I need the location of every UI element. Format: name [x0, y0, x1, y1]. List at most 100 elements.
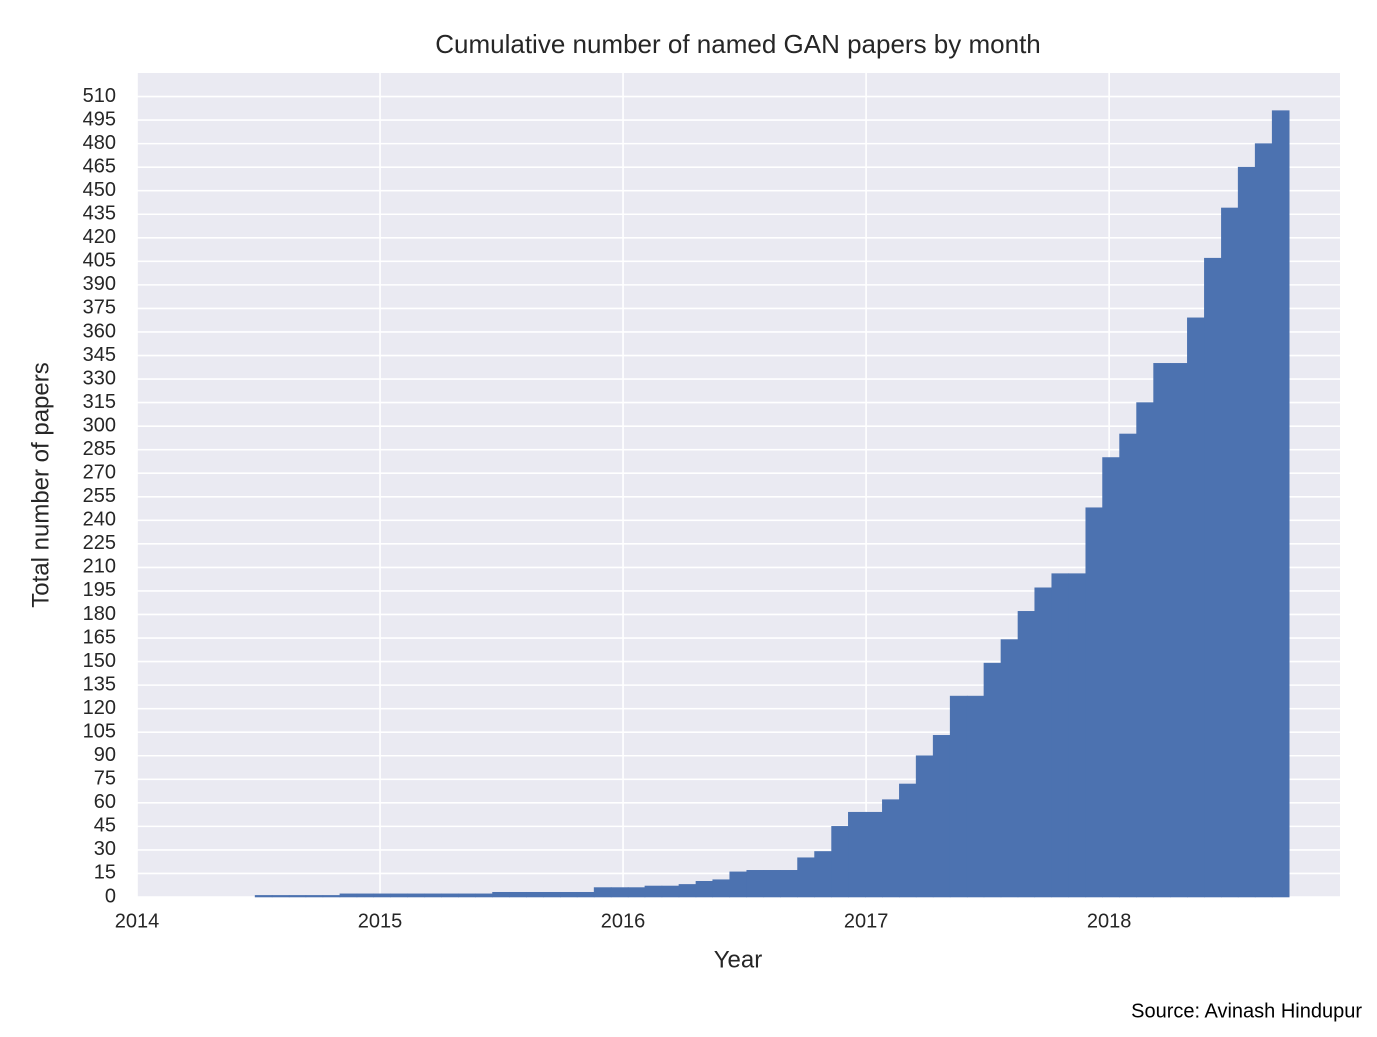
y-tick-label: 150 — [83, 650, 116, 672]
y-tick-label: 195 — [83, 579, 116, 601]
y-tick-label: 210 — [83, 556, 116, 578]
bar — [441, 893, 459, 898]
bar — [1034, 587, 1053, 898]
y-tick-label: 75 — [94, 768, 116, 790]
bar — [1237, 166, 1256, 898]
y-tick-label: 300 — [83, 414, 116, 436]
bar — [509, 891, 527, 898]
bar — [373, 893, 392, 898]
y-tick-label: 345 — [83, 344, 116, 366]
y-tick-label: 225 — [83, 532, 116, 554]
bar — [729, 871, 748, 898]
bar — [644, 885, 663, 898]
bar — [1102, 457, 1120, 898]
bar — [254, 895, 273, 898]
bar — [1085, 507, 1103, 898]
bar — [526, 891, 544, 898]
y-tick-label: 405 — [83, 250, 116, 272]
y-tick-label: 465 — [83, 155, 116, 177]
y-tick-label: 255 — [83, 485, 116, 507]
bar — [966, 695, 985, 898]
y-tick-label: 375 — [83, 297, 116, 319]
bar — [712, 879, 731, 898]
bar — [356, 893, 375, 898]
y-tick-label: 330 — [83, 367, 116, 389]
y-tick-label: 90 — [94, 744, 116, 766]
bar — [831, 826, 849, 898]
y-tick-label: 240 — [83, 509, 116, 531]
y-tick-label: 30 — [94, 838, 116, 860]
bar — [797, 857, 815, 898]
bar — [560, 891, 578, 898]
y-tick-label: 480 — [83, 132, 116, 154]
bar — [848, 811, 866, 898]
y-tick-label: 105 — [83, 720, 116, 742]
bar — [661, 885, 680, 898]
bar — [407, 893, 426, 898]
bar — [780, 870, 798, 898]
bar — [390, 893, 409, 898]
bar — [1051, 573, 1070, 898]
bar — [1187, 317, 1205, 898]
bar — [865, 811, 883, 898]
y-tick-label: 420 — [83, 226, 116, 248]
bar — [1153, 363, 1171, 898]
x-axis-label: Year — [714, 946, 763, 973]
source-note: Source: Avinash Hindupur — [1131, 1000, 1362, 1022]
y-tick-label: 165 — [83, 626, 116, 648]
chart-title: Cumulative number of named GAN papers by… — [435, 29, 1041, 59]
bar — [763, 870, 781, 898]
bar — [543, 891, 561, 898]
x-tick-label: 2016 — [601, 910, 646, 932]
y-tick-label: 510 — [83, 85, 116, 107]
x-tick-label: 2017 — [844, 910, 889, 932]
bar — [271, 895, 290, 898]
bar — [339, 893, 358, 898]
bar — [882, 799, 900, 898]
bar — [949, 695, 968, 898]
bar — [305, 895, 324, 898]
bar — [899, 783, 917, 898]
bar — [424, 893, 442, 898]
y-tick-label: 315 — [83, 391, 116, 413]
bar — [1271, 110, 1290, 898]
bar — [1221, 207, 1239, 898]
bar — [1068, 573, 1087, 898]
y-tick-label: 120 — [83, 697, 116, 719]
bar — [1170, 363, 1188, 898]
x-tick-label: 2014 — [115, 910, 160, 932]
bar — [695, 881, 714, 898]
bar — [932, 735, 951, 898]
y-tick-label: 15 — [94, 862, 116, 884]
y-tick-label: 495 — [83, 108, 116, 130]
bar — [1136, 402, 1154, 898]
bar — [814, 851, 832, 898]
bar — [322, 895, 341, 898]
bar — [610, 887, 629, 898]
bar — [458, 893, 476, 898]
y-axis-label: Total number of papers — [27, 362, 54, 607]
y-tick-label: 450 — [83, 179, 116, 201]
bar — [983, 662, 1002, 898]
bar — [288, 895, 307, 898]
bar — [1000, 639, 1019, 898]
bar — [1017, 611, 1036, 898]
y-tick-label: 360 — [83, 320, 116, 342]
bar — [1119, 433, 1137, 898]
y-tick-label: 135 — [83, 673, 116, 695]
bar — [475, 893, 493, 898]
y-tick-label: 390 — [83, 273, 116, 295]
bar — [1254, 143, 1273, 898]
x-tick-label: 2015 — [358, 910, 403, 932]
bar — [576, 891, 595, 898]
bar — [593, 887, 612, 898]
y-tick-label: 60 — [94, 791, 116, 813]
bar — [746, 870, 765, 898]
y-tick-label: 180 — [83, 603, 116, 625]
bar — [492, 891, 510, 898]
y-tick-label: 270 — [83, 462, 116, 484]
y-tick-label: 435 — [83, 203, 116, 225]
bar — [915, 755, 934, 898]
bar — [627, 887, 646, 898]
